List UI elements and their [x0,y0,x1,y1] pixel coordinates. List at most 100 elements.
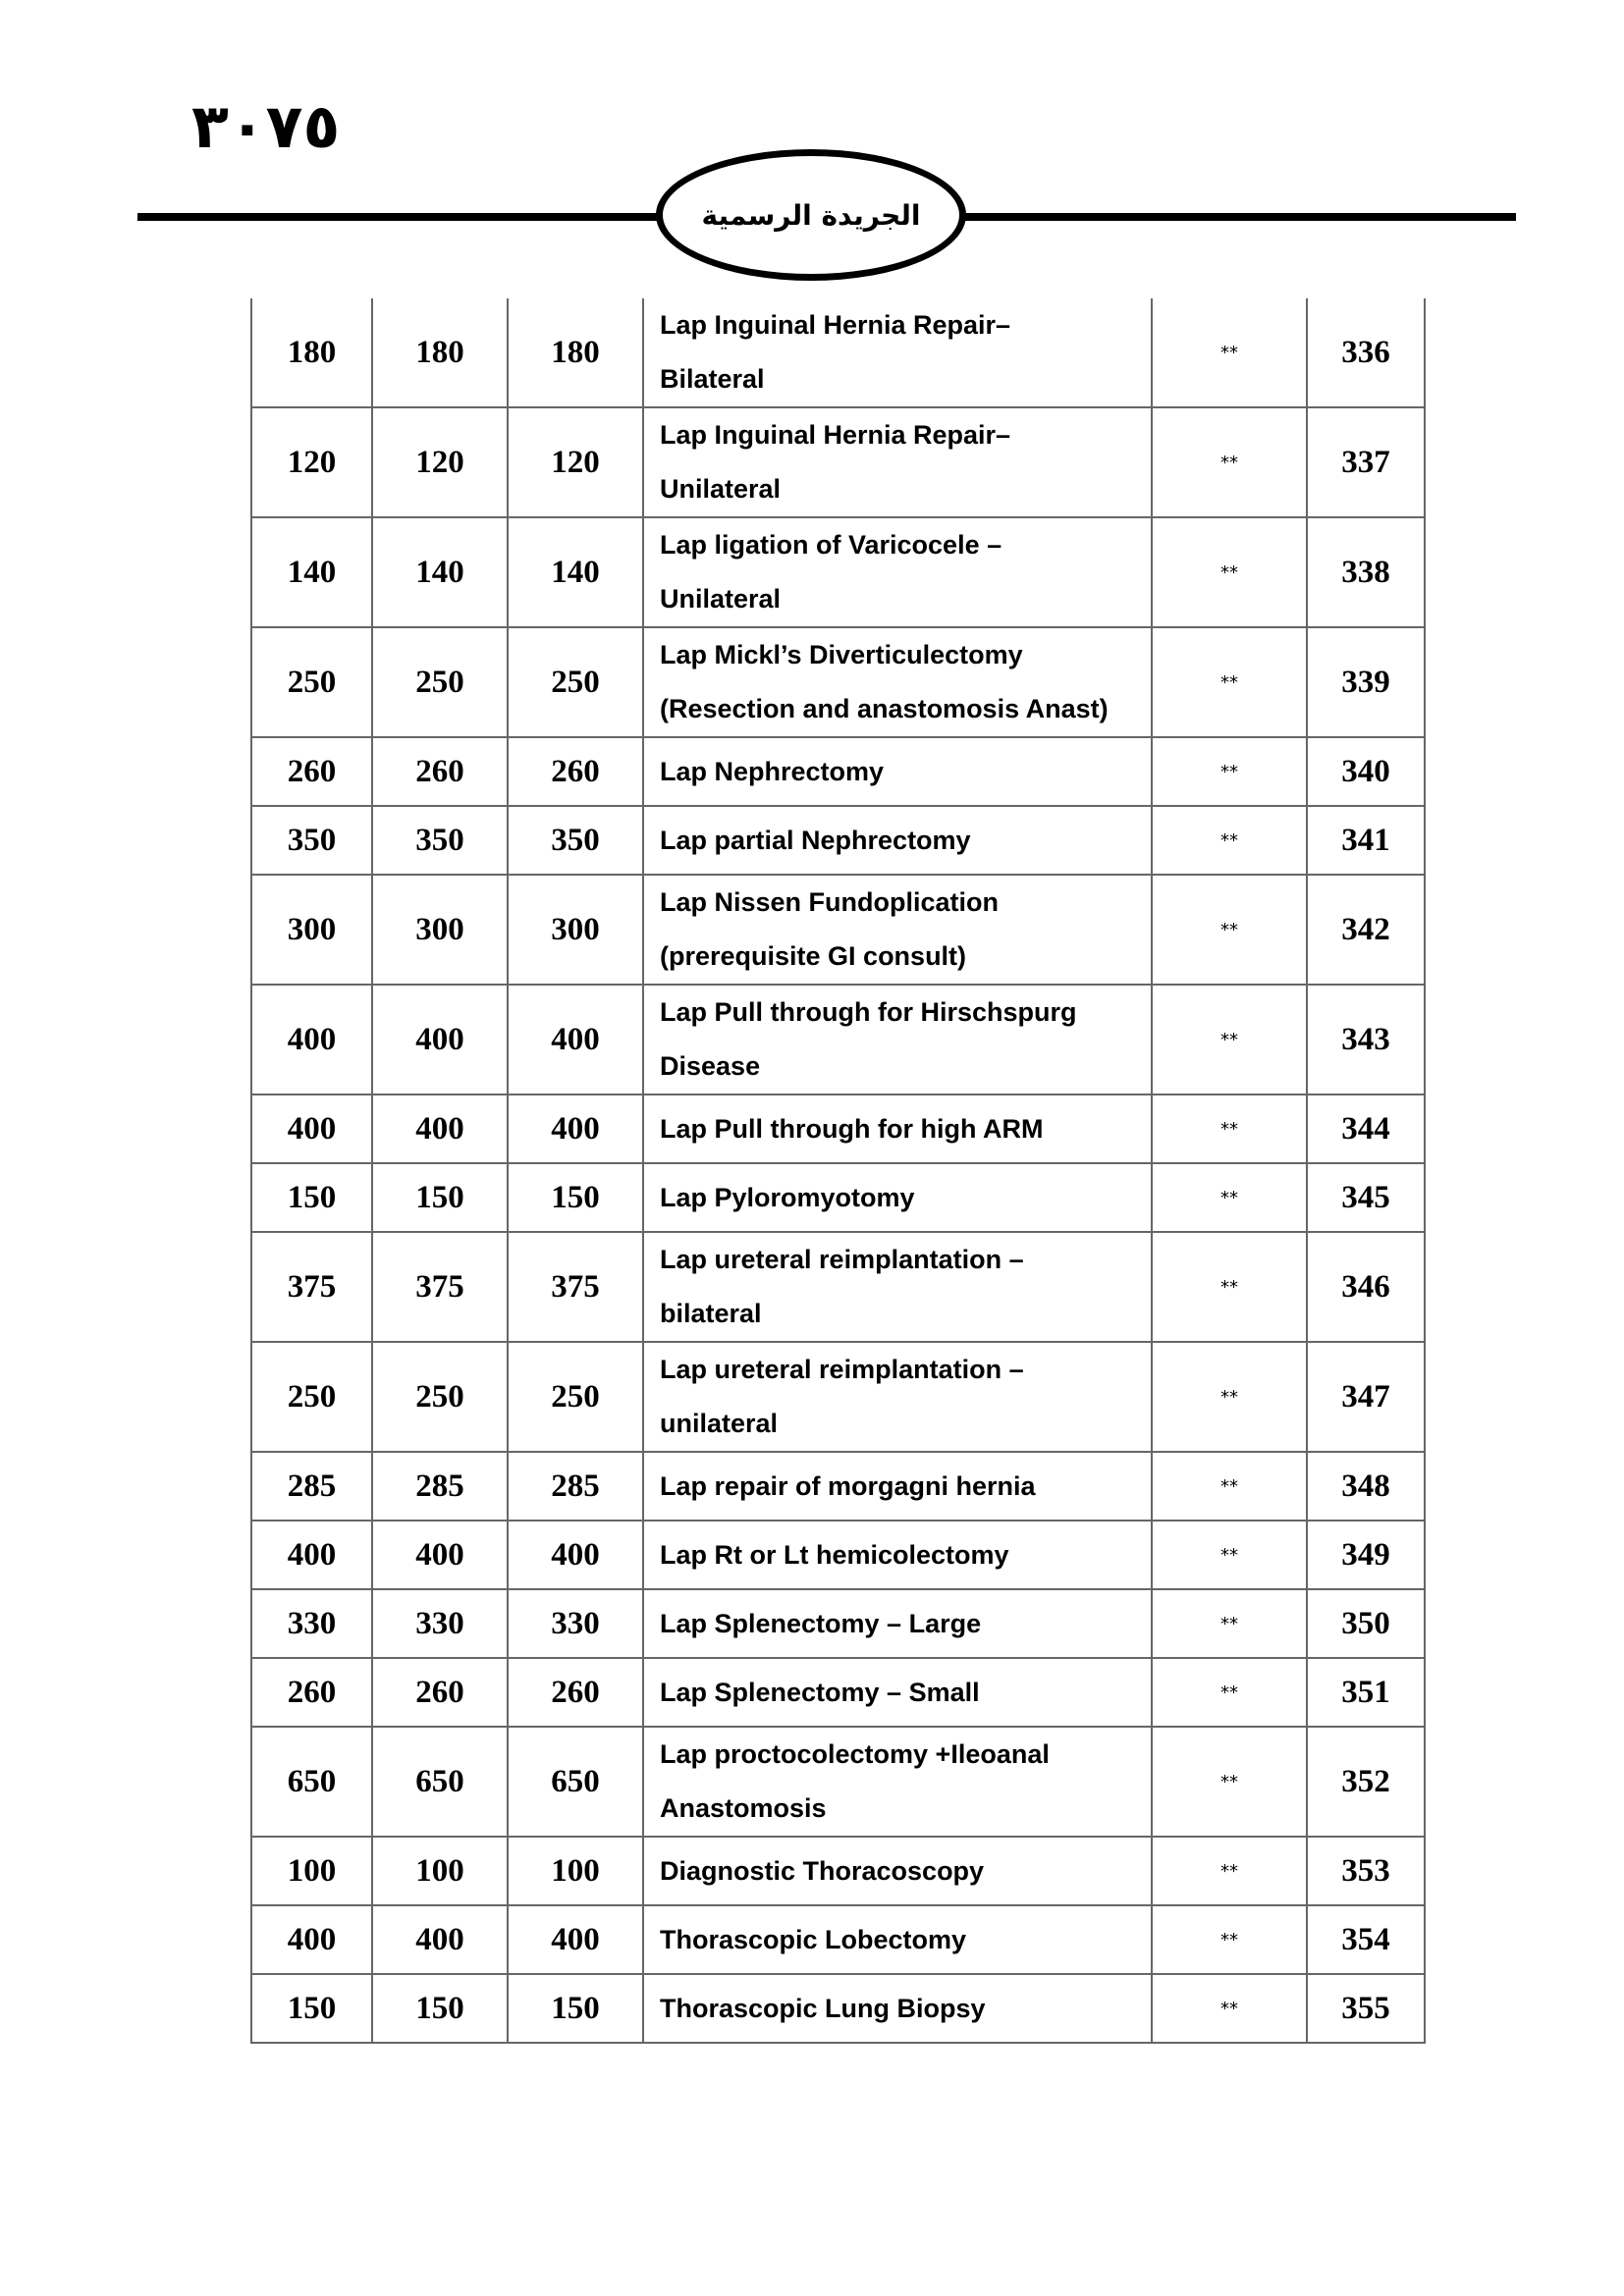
price-cell: 330 [371,1589,509,1659]
price-cell: 350 [250,806,373,876]
price-cell: 150 [250,1974,373,2044]
description-cell: Diagnostic Thoracoscopy [642,1837,1153,1906]
table-row: 400 400 400 Lap Rt or Lt hemicolectomy ** 349 [250,1521,1426,1590]
table-row: 120 120 120 Lap Inguinal Hernia Repair– Unil… [250,407,1426,518]
description-line: (prerequisite GI consult) [660,941,967,971]
item-number: 338 [1306,517,1426,628]
table-row: 180 180 180 Lap Inguinal Hernia Repair– Bila… [250,298,1426,408]
price-cell: 250 [507,1342,644,1453]
description-cell: Lap Splenectomy – Large [642,1589,1153,1659]
item-number: 348 [1306,1452,1426,1522]
table-row: 650 650 650 Lap proctocolectomy +Ileoanal An… [250,1727,1426,1838]
description-cell: Lap Rt or Lt hemicolectomy [642,1521,1153,1590]
price-cell: 250 [250,1342,373,1453]
table-row: 150 150 150 Lap Pyloromyotomy ** 345 [250,1163,1426,1233]
description-line: Lap Pull through for high ARM [660,1113,1044,1144]
item-number: 339 [1306,627,1426,738]
price-cell: 400 [250,985,373,1095]
description-line: Lap repair of morgagni hernia [660,1470,1036,1501]
price-cell: 150 [371,1163,509,1233]
price-cell: 650 [507,1727,644,1838]
table-row: 250 250 250 Lap Mickl’s Diverticulectomy (Re… [250,627,1426,738]
price-cell: 140 [507,517,644,628]
description-cell: Lap Nephrectomy [642,737,1153,807]
table-row: 400 400 400 Thorascopic Lobectomy ** 354 [250,1905,1426,1975]
mark-cell: ** [1151,407,1308,518]
price-cell: 285 [250,1452,373,1522]
price-cell: 400 [507,1905,644,1975]
item-number: 355 [1306,1974,1426,2044]
mark-cell: ** [1151,875,1308,986]
item-number: 337 [1306,407,1426,518]
price-cell: 400 [507,1521,644,1590]
description-cell: Lap ligation of Varicocele – Unilateral [642,517,1153,628]
mark-cell: ** [1151,1974,1308,2044]
description-cell: Lap Nissen Fundoplication (prerequisite G… [642,875,1153,986]
item-number: 342 [1306,875,1426,986]
price-cell: 150 [250,1163,373,1233]
mark-cell: ** [1151,1452,1308,1522]
item-number: 344 [1306,1095,1426,1164]
price-cell: 250 [507,627,644,738]
description-cell: Lap Inguinal Hernia Repair– Unilateral [642,407,1153,518]
price-cell: 375 [371,1232,509,1343]
description-line: Lap Rt or Lt hemicolectomy [660,1539,1009,1570]
price-cell: 120 [250,407,373,518]
description-line: Lap Inguinal Hernia Repair– [660,310,1011,340]
description-cell: Thorascopic Lobectomy [642,1905,1153,1975]
table-row: 250 250 250 Lap ureteral reimplantation – un… [250,1342,1426,1453]
table-row: 375 375 375 Lap ureteral reimplantation – bi… [250,1232,1426,1343]
description-cell: Thorascopic Lung Biopsy [642,1974,1153,2044]
description-cell: Lap Inguinal Hernia Repair– Bilateral [642,298,1153,408]
mark-cell: ** [1151,1658,1308,1728]
price-cell: 375 [507,1232,644,1343]
table-row: 400 400 400 Lap Pull through for high ARM **… [250,1095,1426,1164]
description-line: Lap ureteral reimplantation – [660,1245,1024,1274]
description-cell: Lap Pyloromyotomy [642,1163,1153,1233]
description-cell: Lap ureteral reimplantation – unilateral [642,1342,1153,1453]
table-row: 260 260 260 Lap Splenectomy – Small ** 351 [250,1658,1426,1728]
table-row: 285 285 285 Lap repair of morgagni hernia **… [250,1452,1426,1522]
price-cell: 250 [371,627,509,738]
price-cell: 180 [250,298,373,408]
description-line: Lap Nephrectomy [660,756,885,786]
description-line: Lap Nissen Fundoplication [660,887,1000,917]
price-cell: 400 [250,1095,373,1164]
price-cell: 140 [250,517,373,628]
table-row: 150 150 150 Thorascopic Lung Biopsy ** 355 [250,1974,1426,2044]
price-cell: 400 [371,1521,509,1590]
description-cell: Lap partial Nephrectomy [642,806,1153,876]
description-cell: Lap Pull through for high ARM [642,1095,1153,1164]
item-number: 353 [1306,1837,1426,1906]
price-cell: 260 [507,1658,644,1728]
price-cell: 260 [250,737,373,807]
mark-cell: ** [1151,627,1308,738]
table-row: 260 260 260 Lap Nephrectomy ** 340 [250,737,1426,807]
item-number: 352 [1306,1727,1426,1838]
price-cell: 100 [507,1837,644,1906]
price-cell: 250 [371,1342,509,1453]
description-line: (Resection and anastomosis Anast) [660,694,1109,723]
mark-cell: ** [1151,1232,1308,1343]
description-line: Lap Mickl’s Diverticulectomy [660,640,1023,669]
item-number: 354 [1306,1905,1426,1975]
price-cell: 100 [371,1837,509,1906]
description-line: Lap partial Nephrectomy [660,825,971,855]
description-line: Lap Splenectomy – Large [660,1608,982,1638]
mark-cell: ** [1151,985,1308,1095]
price-cell: 400 [250,1905,373,1975]
description-line: Thorascopic Lobectomy [660,1924,967,1954]
item-number: 351 [1306,1658,1426,1728]
fee-table: 180 180 180 Lap Inguinal Hernia Repair– Bila… [250,298,1426,2044]
price-cell: 400 [507,985,644,1095]
mark-cell: ** [1151,1837,1308,1906]
description-line: bilateral [660,1299,762,1328]
table-row: 350 350 350 Lap partial Nephrectomy ** 341 [250,806,1426,876]
description-cell: Lap Mickl’s Diverticulectomy (Resection a… [642,627,1153,738]
price-cell: 150 [371,1974,509,2044]
page-number: ٣٠٧٥ [191,90,341,162]
description-line: Unilateral [660,474,782,504]
description-line: Thorascopic Lung Biopsy [660,1993,986,2023]
description-line: Anastomosis [660,1793,827,1823]
